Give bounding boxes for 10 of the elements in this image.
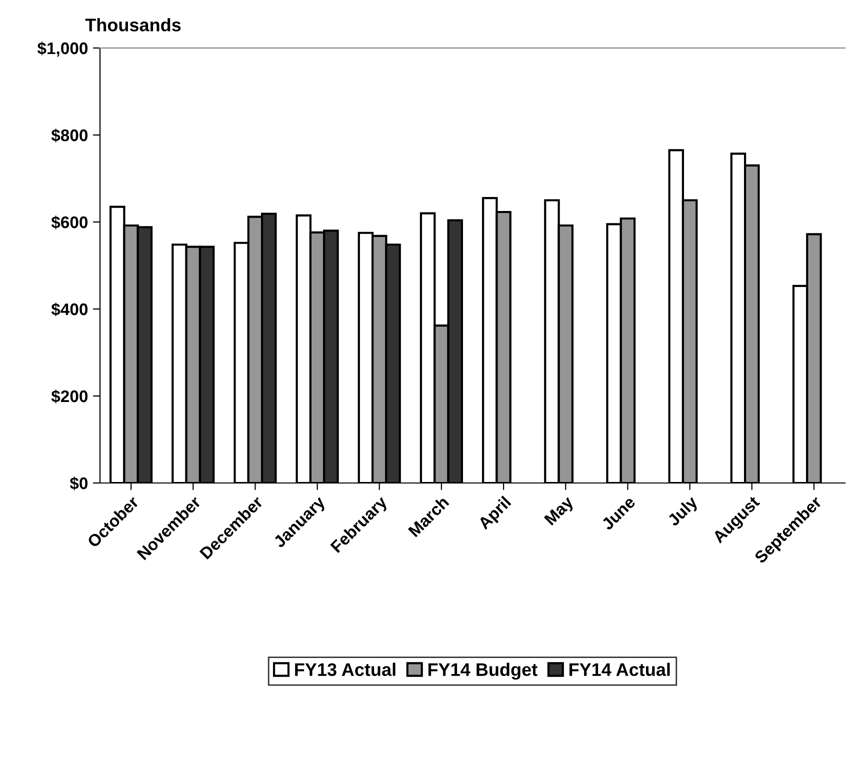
y-tick-label: $200: [51, 390, 88, 404]
y-tick-label: $600: [51, 216, 88, 230]
y-tick-label: $400: [51, 302, 88, 316]
y-tick-label: $800: [51, 128, 88, 142]
y-tick-label: $1,000: [37, 42, 88, 57]
legend-label: FY14 Actual: [570, 662, 670, 676]
y-axis-title: Thousands: [85, 18, 181, 32]
legend-label: FY13 Actual: [295, 662, 396, 676]
y-tick-label: $0: [70, 476, 88, 490]
legend-label: FY14 Budget: [428, 662, 538, 680]
